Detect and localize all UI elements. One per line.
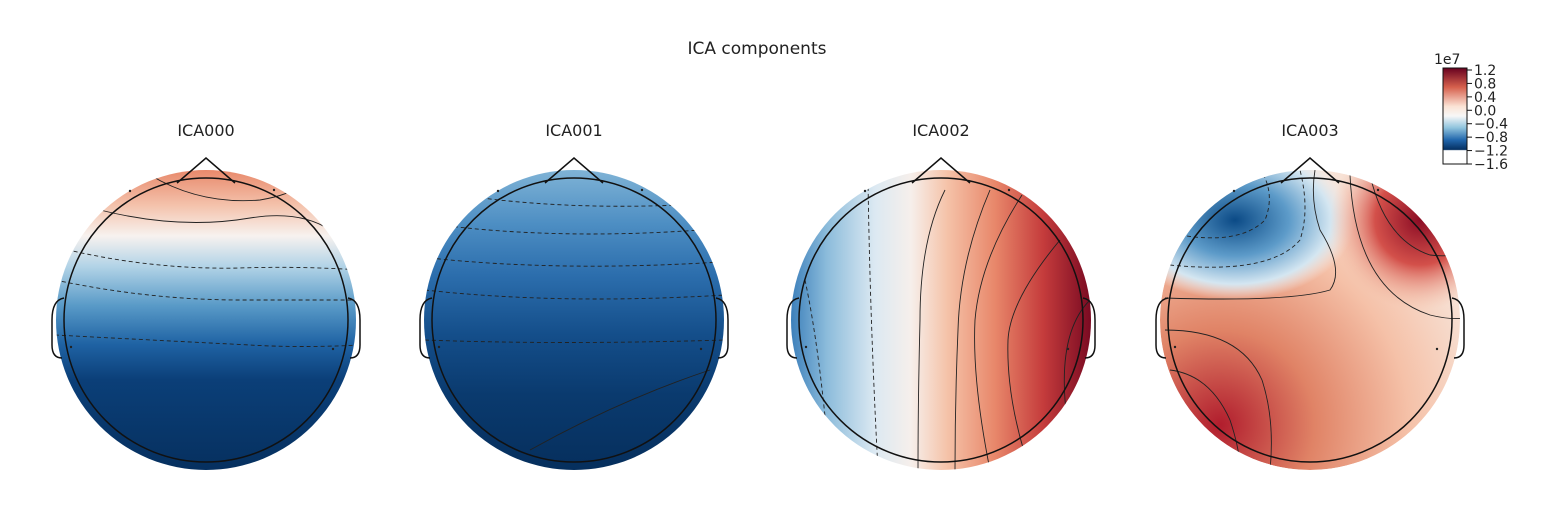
figure-title: ICA components (688, 39, 827, 59)
colorbar-tick-label: −0.4 (1474, 117, 1508, 133)
head-outline (419, 157, 729, 463)
colorbar-gradient (1442, 67, 1468, 165)
topomap-field (56, 170, 356, 470)
sensor-dots (69, 188, 335, 351)
colorbar-tick-label: 0.8 (1474, 76, 1496, 92)
colorbar-tick-label: 0.4 (1474, 90, 1496, 106)
sensor-dots (1173, 188, 1439, 351)
topomap-panel-ica002: ICA002 (786, 121, 1096, 470)
colorbar-tick-label: −1.6 (1474, 157, 1508, 173)
panel-title: ICA000 (177, 121, 234, 140)
colorbar: 1e7 1.20.80.40.0−0.4−0.8−1.2−1.6 (1434, 52, 1508, 173)
colorbar-exponent-label: 1e7 (1434, 52, 1460, 68)
topomap-panel-ica001: ICA001 (419, 121, 729, 470)
head-outline (1155, 157, 1465, 463)
panel-title: ICA003 (1281, 121, 1338, 140)
topomap-panel-ica000: ICA000 (51, 121, 361, 470)
colorbar-tick-label: −0.8 (1474, 130, 1508, 146)
sensor-dots (804, 188, 1070, 351)
colorbar-ticks: 1.20.80.40.0−0.4−0.8−1.2−1.6 (1467, 63, 1508, 173)
colorbar-tick-label: 0.0 (1474, 103, 1496, 119)
topomap-field (424, 170, 724, 470)
sensor-dots (437, 188, 703, 351)
head-outline (51, 157, 361, 463)
colorbar-tick-label: 1.2 (1474, 63, 1496, 79)
topomap-panel-ica003: ICA003 (1155, 121, 1465, 470)
colorbar-tick-label: −1.2 (1474, 144, 1508, 160)
head-outline (786, 157, 1096, 463)
panel-title: ICA002 (912, 121, 969, 140)
panel-title: ICA001 (545, 121, 602, 140)
contour-lines (424, 194, 724, 451)
topomap-field (791, 170, 1091, 470)
contour-lines (804, 179, 1091, 470)
